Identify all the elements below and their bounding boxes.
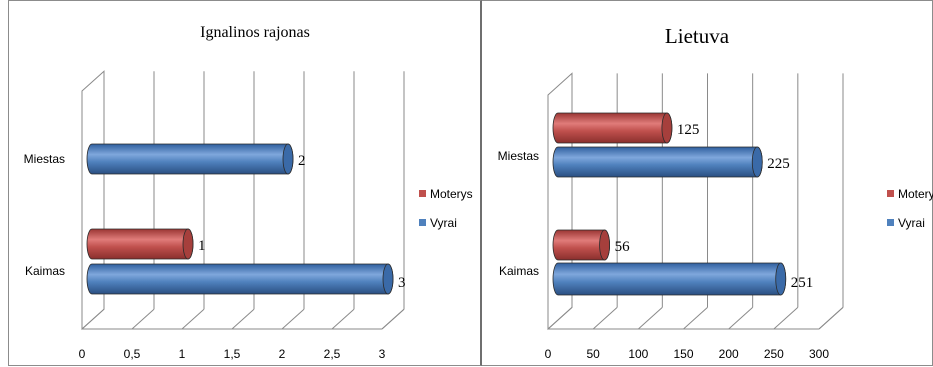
data-label: 251 [791, 275, 814, 291]
bar-vyrai [552, 262, 787, 296]
bar-vyrai [86, 143, 294, 175]
x-tick-label: 300 [809, 347, 829, 361]
bar-moterys [86, 228, 194, 260]
floor-line [773, 307, 799, 330]
bar-vyrai [552, 146, 763, 178]
side-wall [547, 72, 573, 331]
legend-swatch [419, 219, 426, 226]
legend-label: Vyrai [430, 216, 457, 230]
floor-line [331, 308, 355, 330]
x-tick-label: 200 [719, 347, 739, 361]
x-tick-label: 1,5 [224, 347, 241, 361]
x-tick-label: 2,5 [324, 347, 341, 361]
bar-cap [282, 143, 294, 175]
chart-lietuva: Lietuva 0 50 100 150 200 250 300 Miestas Kaimas 12… [498, 24, 933, 361]
data-label: 125 [677, 122, 700, 138]
floor-line [728, 307, 754, 330]
floor-line [281, 308, 305, 330]
legend-swatch [887, 190, 894, 197]
data-label: 1 [198, 238, 206, 254]
x-tick-label: 1 [179, 347, 186, 361]
bar-cap [182, 228, 194, 260]
bar-motery [552, 112, 673, 144]
category-label: Kaimas [25, 264, 65, 278]
category-label: Miestas [498, 149, 539, 163]
x-tick-label: 100 [628, 347, 648, 361]
data-label: 2 [298, 153, 306, 169]
floor-line [637, 307, 663, 330]
data-label: 225 [767, 156, 790, 172]
data-label: 56 [615, 239, 631, 255]
x-tick-label: 0 [545, 347, 552, 361]
bar-cap [751, 146, 763, 178]
legend-swatch [887, 219, 894, 226]
floor-edge [381, 308, 405, 330]
x-tick-label: 0,5 [124, 347, 141, 361]
bar-cap [382, 263, 394, 295]
category-label: Kaimas [499, 264, 539, 278]
bar-vyrai [86, 263, 394, 295]
floor-line [131, 308, 155, 330]
floor-edge [818, 307, 844, 330]
data-label: 3 [398, 275, 406, 291]
floor-line [683, 307, 708, 330]
bar-cap [599, 229, 610, 261]
legend-label: Vyrai [898, 216, 925, 230]
x-tick-label: 2 [279, 347, 286, 361]
x-tick-label: 3 [379, 347, 386, 361]
category-label: Miestas [24, 152, 65, 166]
x-tick-label: 150 [673, 347, 693, 361]
floor-line [181, 308, 205, 330]
legend-label: Moterys [430, 187, 473, 201]
chart-title: Lietuva [665, 24, 730, 48]
chart-panel-lietuva: Lietuva 0 50 100 150 200 250 300 Miestas Kaimas 12… [482, 0, 933, 366]
legend-swatch [419, 190, 426, 197]
side-wall [81, 70, 105, 331]
floor-line [592, 307, 618, 330]
floor-line [231, 308, 255, 330]
chart-ignalina: Ignalinos rajonas 0 0,5 1 1,5 2 2,5 3 Miestas Kai… [24, 24, 473, 361]
x-tick-label: 0 [79, 347, 86, 361]
x-tick-label: 50 [586, 347, 600, 361]
bar-cap [661, 112, 673, 144]
chart-title: Ignalinos rajonas [200, 24, 310, 41]
chart-panel-ignalina: Ignalinos rajonas 0 0,5 1 1,5 2 2,5 3 Miestas Kai… [8, 0, 482, 366]
x-tick-label: 250 [764, 347, 784, 361]
legend-label: Motery [898, 187, 933, 201]
bar-cap [775, 262, 787, 296]
